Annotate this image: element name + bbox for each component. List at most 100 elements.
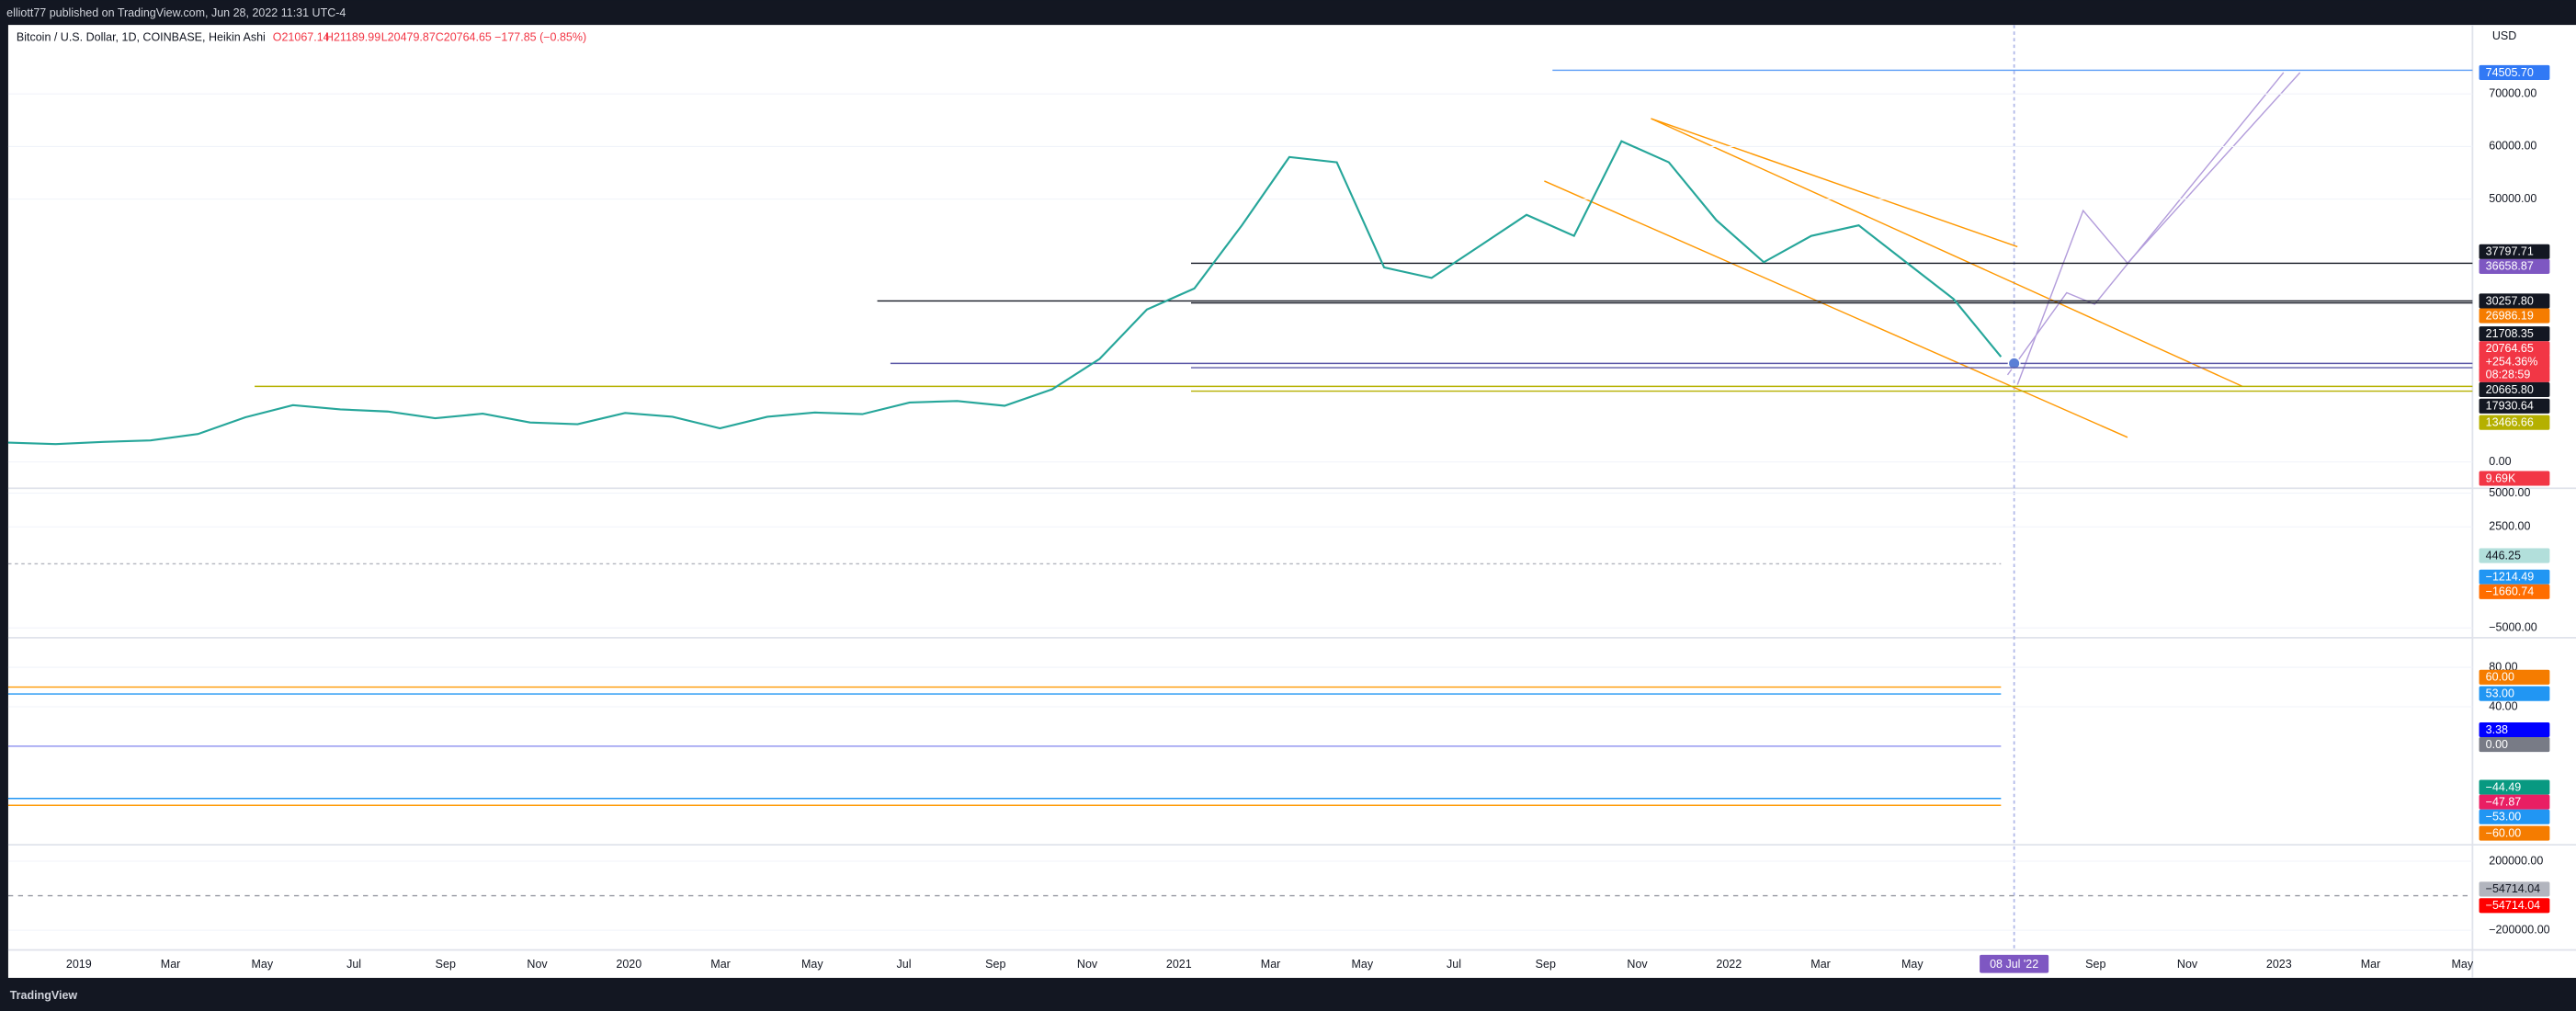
price-badge-label: −54714.04 (2486, 899, 2540, 912)
price-badge (2479, 881, 2550, 897)
x-tick-label: Mar (710, 958, 731, 971)
y-tick-label: 2500.00 (2489, 520, 2530, 533)
x-tick-label: Sep (985, 958, 1005, 971)
separators (7, 25, 2576, 978)
cursor-date-badge (1980, 954, 2049, 973)
price-badge-label: 21708.35 (2486, 327, 2534, 340)
price-badge-label: 53.00 (2486, 687, 2514, 700)
price-badge (2479, 244, 2550, 259)
y-tick-label: 200000.00 (2489, 854, 2543, 867)
price-badge-label: −1214.49 (2486, 571, 2535, 584)
x-tick-label: Sep (436, 958, 456, 971)
x-tick-label: 2019 (66, 958, 92, 971)
x-tick-label: 2021 (1166, 958, 1192, 971)
legend-low: L20479.87 (381, 31, 436, 44)
price-badge-label: −60.00 (2486, 826, 2522, 839)
x-tick-label: Sep (1536, 958, 1556, 971)
price-badge-label: 60.00 (2486, 671, 2514, 684)
y-tick-label: 5000.00 (2489, 486, 2530, 499)
price-badge (2479, 471, 2550, 486)
price-badge (2479, 548, 2550, 563)
price-badge (2479, 415, 2550, 430)
legend-change: −177.85 (−0.85%) (494, 31, 586, 44)
price-badge-label: −54714.04 (2486, 882, 2540, 895)
brand: TradingView (10, 989, 78, 1002)
price-badge (2479, 367, 2550, 382)
price-badge-label: 20665.80 (2486, 383, 2534, 396)
price-badge (2479, 737, 2550, 753)
x-tick-label: Nov (2177, 958, 2198, 971)
price-badge (2479, 354, 2550, 369)
price-badge (2479, 381, 2550, 398)
cursor-date: 08 Jul '22 (1990, 958, 2038, 971)
x-tick-label: May (251, 958, 273, 971)
x-tick-label: May (2451, 958, 2473, 971)
price-badge-label: 446.25 (2486, 549, 2521, 562)
price-badge-label: 37797.71 (2486, 245, 2534, 258)
price-badge-label: 3.38 (2486, 723, 2508, 736)
price-badge (2479, 326, 2550, 342)
price-badge-label: +254.36% (2486, 355, 2538, 368)
x-tick-label: Jul (897, 958, 912, 971)
y-tick-label: 0.00 (2489, 455, 2511, 468)
price-badge-label: 26986.19 (2486, 309, 2534, 322)
drawings (7, 72, 2473, 897)
x-tick-label: Mar (161, 958, 181, 971)
price-badge (2479, 721, 2550, 738)
price-badge-label: 30257.80 (2486, 294, 2534, 307)
x-tick-label: Mar (2361, 958, 2381, 971)
x-tick-label: Nov (1627, 958, 1648, 971)
price-badge (2479, 825, 2550, 841)
price-badge (2479, 398, 2550, 414)
price-badge (2479, 341, 2550, 357)
x-tick-label: 2022 (1716, 958, 1742, 971)
y-tick-label: 50000.00 (2489, 192, 2536, 205)
x-tick-label: Jul (346, 958, 361, 971)
price-badge-label: 08:28:59 (2486, 369, 2531, 381)
price-badge (2479, 809, 2550, 824)
price-badge-label: 0.00 (2486, 738, 2508, 751)
publisher: elliott77 published on TradingView.com, … (6, 6, 346, 19)
x-tick-label: May (801, 958, 823, 971)
y-tick-label: −5000.00 (2489, 620, 2537, 633)
price-badge-label: 13466.66 (2486, 416, 2534, 429)
y-tick-label: 60000.00 (2489, 140, 2536, 153)
x-tick-label: May (1351, 958, 1373, 971)
x-tick-label: 2020 (616, 958, 641, 971)
x-tick-label: Mar (1261, 958, 1281, 971)
price-badge-label: 74505.70 (2486, 66, 2534, 79)
price-badge (2479, 584, 2550, 599)
currency: USD (2492, 29, 2516, 42)
price-badge (2479, 293, 2550, 309)
price-badge (2479, 64, 2550, 81)
price-badge-label: −44.49 (2486, 780, 2522, 793)
price-badge (2479, 258, 2550, 274)
legend-open: O21067.14 (273, 31, 330, 44)
legend-close: C20764.65 (436, 31, 492, 44)
chart-area (7, 25, 2576, 978)
x-tick-label: Nov (527, 958, 548, 971)
price-badge-label: −47.87 (2486, 795, 2522, 808)
x-tick-label: Jul (1447, 958, 1461, 971)
price-badge-label: 36658.87 (2486, 260, 2534, 273)
price-badge (2479, 794, 2550, 810)
price-badge (2479, 898, 2550, 914)
legend-symbol: Bitcoin / U.S. Dollar, 1D, COINBASE, Hei… (17, 31, 266, 44)
y-tick-label: 40.00 (2489, 699, 2517, 712)
price-badge-label: 20764.65 (2486, 342, 2534, 355)
x-tick-label: Nov (1077, 958, 1098, 971)
price-badge-label: 17930.64 (2486, 400, 2534, 413)
footer (0, 979, 2576, 1011)
price-badge (2479, 569, 2550, 585)
y-tick-label: 70000.00 (2489, 86, 2536, 99)
legend-high: H21189.99 (325, 31, 380, 44)
x-tick-label: 2023 (2266, 958, 2292, 971)
price-badge (2479, 779, 2550, 795)
y-tick-label: −200000.00 (2489, 923, 2549, 936)
x-tick-label: Mar (1810, 958, 1831, 971)
price-badge-label: −1660.74 (2486, 585, 2535, 598)
x-tick-label: May (1901, 958, 1923, 971)
x-tick-label: Sep (2085, 958, 2105, 971)
